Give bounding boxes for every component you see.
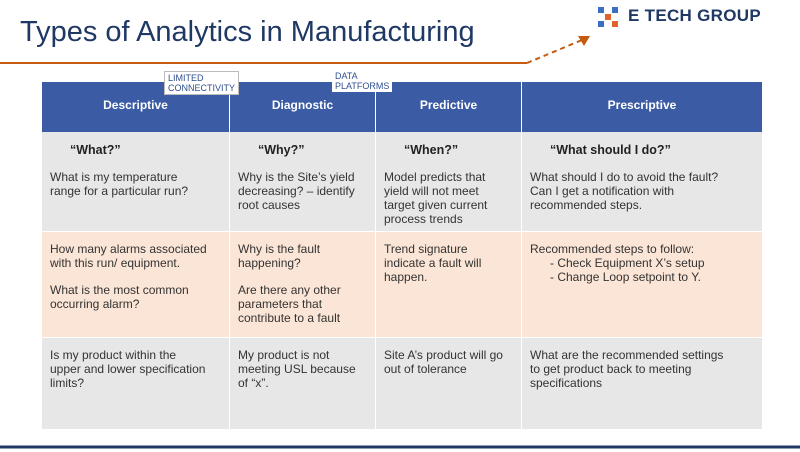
text-line: happen.	[384, 270, 428, 284]
text-line: recommended steps.	[530, 198, 643, 212]
text-line: Recommended steps to follow:	[530, 242, 695, 256]
text-line: upper and lower specification	[50, 362, 206, 376]
annotation-label: LIMITED CONNECTIVITY	[164, 71, 240, 95]
cell-heading: “Why?”	[258, 143, 305, 157]
paragraph: Why is the fault happening?	[238, 242, 367, 270]
table-cell: My product is not meeting USL because of “…	[230, 338, 375, 429]
cell-heading: “When?”	[404, 143, 459, 157]
text-line: What should I do to avoid the fault?	[530, 170, 719, 184]
text-line: Can I get a notification with	[530, 184, 675, 198]
column-header: Prescriptive	[522, 82, 762, 132]
text-line: Model predicts that	[384, 170, 486, 184]
text-line: of “x”.	[238, 376, 269, 390]
text-line: out of tolerance	[384, 362, 467, 376]
table-cell: Recommended steps to follow: - Check Equi…	[522, 232, 762, 337]
text-line: Why is the Site’s yield	[238, 170, 355, 184]
text-line: What is the most common	[50, 283, 189, 297]
text-line: target given current	[384, 198, 488, 212]
table-cell: “When?” Model predicts that yield will not…	[376, 132, 521, 231]
paragraph: What are the recommended settings to get …	[530, 348, 754, 390]
table-cell: Trend signature indicate a fault will happ…	[376, 232, 521, 337]
text-line: happening?	[238, 256, 301, 270]
text-line: decreasing? – identify	[238, 184, 355, 198]
paragraph: Why is the Site’s yield decreasing? – ide…	[238, 170, 367, 212]
text-line: What is my temperature	[50, 170, 178, 184]
table-cell: “What should I do?” What should I do to a…	[522, 132, 762, 231]
paragraph: How many alarms associated with this run/…	[50, 242, 221, 270]
text-line: Site A’s product will go	[384, 348, 503, 362]
text-line: Why is the fault	[238, 242, 321, 256]
dashed-arrow	[526, 39, 583, 64]
text-line: process trends	[384, 212, 463, 226]
column-header: Predictive	[376, 82, 521, 132]
text-line: with this run/ equipment.	[50, 256, 181, 270]
table-cell: “Why?” Why is the Site’s yield decreasing?…	[230, 132, 375, 231]
label-line: LIMITED	[168, 73, 204, 83]
paragraph: What should I do to avoid the fault? Can …	[530, 170, 754, 212]
table-cell: “What?” What is my temperature range for a…	[42, 132, 229, 231]
bullet-item: - Change Loop setpoint to Y.	[550, 270, 702, 284]
paragraph: Are there any other parameters that contri…	[238, 283, 367, 325]
text-line: contribute to a fault	[238, 311, 341, 325]
label-line: PLATFORMS	[335, 81, 390, 91]
text-line: range for a particular run?	[50, 184, 189, 198]
table-cell: Why is the fault happening? Are there any …	[230, 232, 375, 337]
text-line: occurring alarm?	[50, 297, 140, 311]
text-line: My product is not	[238, 348, 330, 362]
paragraph: Is my product within the upper and lower …	[50, 348, 221, 390]
cell-heading: “What should I do?”	[550, 143, 671, 157]
annotation-label: DATA PLATFORMS	[332, 70, 393, 92]
paragraph: What is my temperature range for a partic…	[50, 170, 221, 198]
paragraph: My product is not meeting USL because of “…	[238, 348, 367, 390]
paragraph: Recommended steps to follow:	[530, 242, 754, 256]
text-line: yield will not meet	[384, 184, 479, 198]
text-line: indicate a fault will	[384, 256, 482, 270]
paragraph: Model predicts that yield will not meet ta…	[384, 170, 513, 226]
logo-icon	[598, 7, 618, 27]
text-line: meeting USL because	[238, 362, 356, 376]
text-line: to get product back to meeting	[530, 362, 692, 376]
cell-heading: “What?”	[70, 143, 121, 157]
table-cell: What are the recommended settings to get …	[522, 338, 762, 429]
paragraph: What is the most common occurring alarm?	[50, 283, 221, 311]
text-line: What are the recommended settings	[530, 348, 724, 362]
arrow-head	[578, 36, 590, 46]
bullet-item: - Check Equipment X’s setup	[550, 256, 705, 270]
text-line: How many alarms associated	[50, 242, 207, 256]
text-line: limits?	[50, 376, 85, 390]
label-line: DATA	[335, 71, 358, 81]
text-line: parameters that	[238, 297, 323, 311]
text-line: Trend signature	[384, 242, 468, 256]
table-cell: How many alarms associated with this run/…	[42, 232, 229, 337]
slide-title: Types of Analytics in Manufacturing	[20, 16, 475, 48]
table-cell: Site A’s product will go out of tolerance	[376, 338, 521, 429]
text-line: root causes	[238, 198, 301, 212]
logo-text: E TECH GROUP	[628, 6, 762, 25]
paragraph: Site A’s product will go out of tolerance	[384, 348, 513, 376]
text-line: Is my product within the	[50, 348, 177, 362]
text-line: Are there any other	[238, 283, 341, 297]
paragraph: Trend signature indicate a fault will happ…	[384, 242, 513, 284]
table-cell: Is my product within the upper and lower …	[42, 338, 229, 429]
text-line: specifications	[530, 376, 603, 390]
label-line: CONNECTIVITY	[168, 83, 236, 93]
